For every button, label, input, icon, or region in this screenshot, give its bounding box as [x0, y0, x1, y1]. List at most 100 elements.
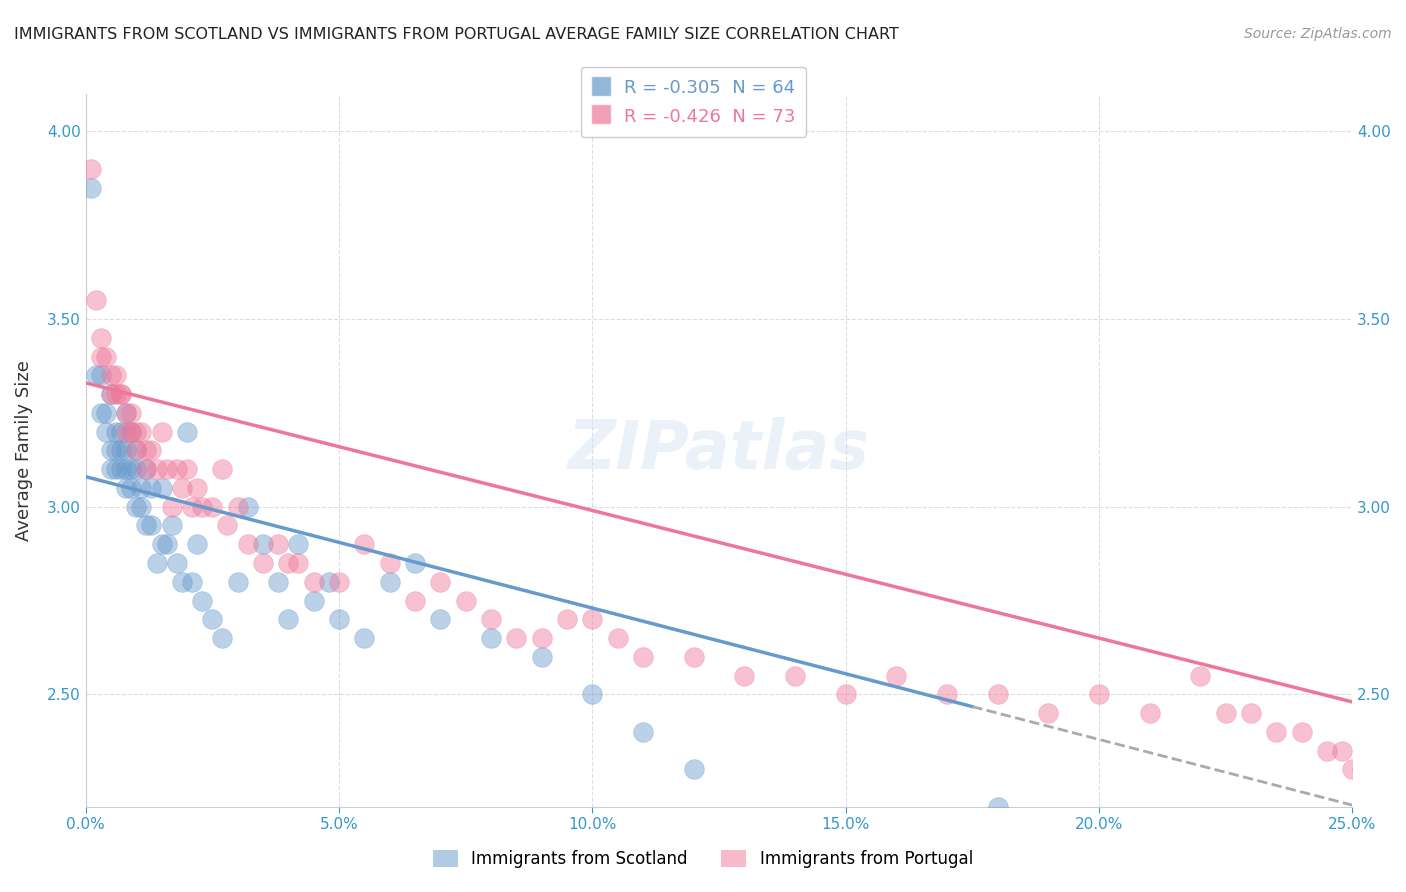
- Point: [277, 556, 299, 570]
- Point: [94, 425, 117, 439]
- Point: [135, 443, 157, 458]
- Point: [1240, 706, 1263, 720]
- Point: [90, 406, 112, 420]
- Point: [1189, 838, 1212, 852]
- Point: [277, 612, 299, 626]
- Point: [150, 537, 173, 551]
- Point: [141, 518, 163, 533]
- Point: [479, 612, 502, 626]
- Point: [115, 425, 138, 439]
- Point: [141, 443, 163, 458]
- Point: [267, 537, 290, 551]
- Point: [181, 574, 204, 589]
- Point: [378, 574, 401, 589]
- Point: [252, 537, 274, 551]
- Point: [201, 500, 224, 514]
- Point: [252, 556, 274, 570]
- Point: [631, 725, 654, 739]
- Point: [1291, 725, 1313, 739]
- Point: [100, 368, 122, 383]
- Point: [581, 687, 603, 701]
- Point: [125, 462, 148, 476]
- Point: [166, 462, 188, 476]
- Point: [110, 462, 132, 476]
- Point: [94, 350, 117, 364]
- Point: [145, 556, 167, 570]
- Point: [135, 462, 157, 476]
- Point: [581, 612, 603, 626]
- Point: [987, 800, 1010, 814]
- Point: [115, 406, 138, 420]
- Point: [191, 500, 214, 514]
- Point: [170, 574, 193, 589]
- Text: ZIPatlas: ZIPatlas: [568, 417, 870, 483]
- Point: [987, 687, 1010, 701]
- Point: [236, 537, 259, 551]
- Point: [80, 161, 103, 176]
- Point: [94, 406, 117, 420]
- Y-axis label: Average Family Size: Average Family Size: [15, 360, 32, 541]
- Point: [105, 387, 128, 401]
- Point: [90, 350, 112, 364]
- Point: [1215, 706, 1237, 720]
- Point: [733, 668, 755, 682]
- Point: [90, 368, 112, 383]
- Point: [884, 668, 907, 682]
- Point: [302, 593, 325, 607]
- Point: [100, 387, 122, 401]
- Point: [131, 425, 153, 439]
- Text: Source: ZipAtlas.com: Source: ZipAtlas.com: [1244, 27, 1392, 41]
- Point: [606, 631, 628, 645]
- Point: [160, 518, 183, 533]
- Point: [115, 406, 138, 420]
- Point: [454, 593, 477, 607]
- Point: [429, 612, 451, 626]
- Point: [328, 574, 350, 589]
- Point: [131, 481, 153, 495]
- Point: [110, 443, 132, 458]
- Point: [120, 406, 142, 420]
- Point: [120, 425, 142, 439]
- Text: IMMIGRANTS FROM SCOTLAND VS IMMIGRANTS FROM PORTUGAL AVERAGE FAMILY SIZE CORRELA: IMMIGRANTS FROM SCOTLAND VS IMMIGRANTS F…: [14, 27, 898, 42]
- Point: [211, 631, 233, 645]
- Point: [1367, 781, 1389, 796]
- Point: [100, 462, 122, 476]
- Point: [555, 612, 578, 626]
- Point: [530, 631, 553, 645]
- Point: [125, 500, 148, 514]
- Point: [84, 368, 107, 383]
- Point: [120, 462, 142, 476]
- Point: [145, 462, 167, 476]
- Point: [201, 612, 224, 626]
- Point: [287, 556, 309, 570]
- Point: [267, 574, 290, 589]
- Point: [682, 763, 704, 777]
- Point: [150, 481, 173, 495]
- Point: [236, 500, 259, 514]
- Legend: R = -0.305  N = 64, R = -0.426  N = 73: R = -0.305 N = 64, R = -0.426 N = 73: [581, 67, 807, 136]
- Point: [404, 556, 426, 570]
- Point: [631, 649, 654, 664]
- Point: [404, 593, 426, 607]
- Point: [318, 574, 340, 589]
- Point: [110, 387, 132, 401]
- Point: [120, 425, 142, 439]
- Point: [100, 443, 122, 458]
- Point: [176, 462, 198, 476]
- Point: [105, 443, 128, 458]
- Point: [378, 556, 401, 570]
- Point: [479, 631, 502, 645]
- Point: [1189, 668, 1212, 682]
- Point: [141, 481, 163, 495]
- Point: [166, 556, 188, 570]
- Point: [1038, 706, 1060, 720]
- Point: [156, 537, 179, 551]
- Point: [125, 425, 148, 439]
- Point: [226, 500, 249, 514]
- Point: [176, 425, 198, 439]
- Point: [1088, 687, 1111, 701]
- Point: [783, 668, 806, 682]
- Point: [125, 443, 148, 458]
- Point: [834, 687, 856, 701]
- Point: [131, 500, 153, 514]
